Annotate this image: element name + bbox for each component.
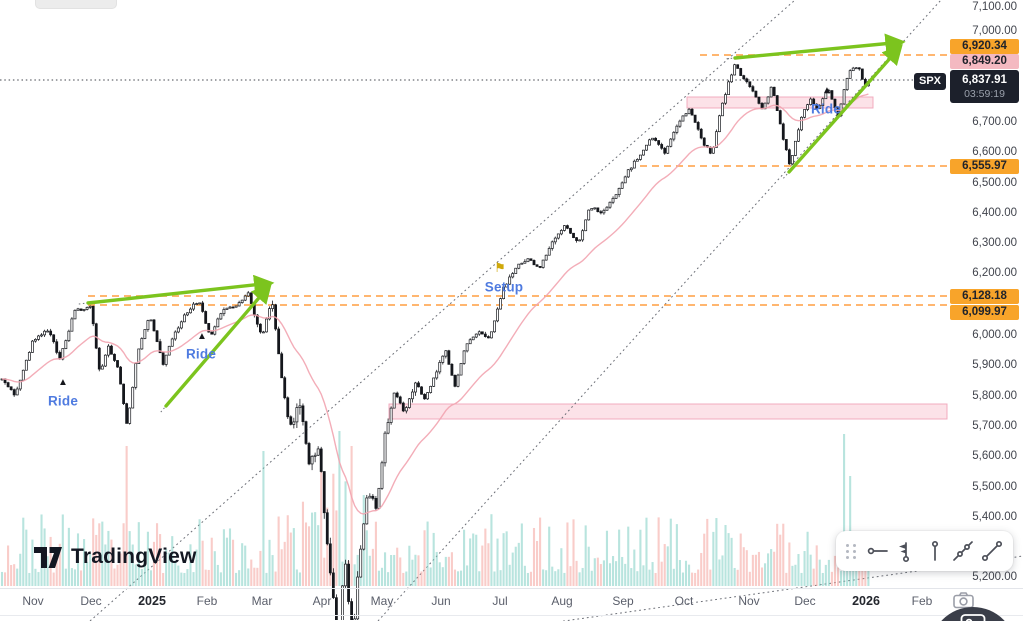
horizontal-ray-icon[interactable]: [865, 536, 891, 566]
triangle-marker-icon[interactable]: ▲: [822, 85, 832, 96]
flag-marker-icon[interactable]: ⚑: [494, 260, 506, 275]
last-price-value: 6,837.91: [962, 74, 1007, 86]
price-tick: 5,600.00: [972, 450, 1017, 462]
price-tick: 6,500.00: [972, 177, 1017, 189]
annotation-ride-2[interactable]: Ride: [185, 346, 217, 362]
annotation-ride-1[interactable]: Ride: [47, 393, 79, 409]
triangle-marker-icon[interactable]: ▲: [58, 377, 68, 388]
alert-level-badge[interactable]: 6,555.97: [950, 159, 1019, 174]
tradingview-logo-icon: [34, 546, 62, 568]
time-tick: Feb: [911, 594, 933, 608]
time-tick: Nov: [22, 594, 44, 608]
price-tick: 6,600.00: [972, 146, 1017, 158]
tradingview-logo-text: TradingView: [71, 545, 197, 568]
symbol-chip: SPX: [914, 73, 946, 90]
time-tick: Nov: [738, 594, 760, 608]
time-tick: Sep: [612, 594, 634, 608]
time-tick: May: [370, 594, 394, 608]
price-tick: 6,000.00: [972, 329, 1017, 341]
time-tick: Oct: [674, 594, 694, 608]
level-badge-pink[interactable]: 6,849.20: [950, 54, 1019, 69]
alert-level-badge[interactable]: 6,128.18: [950, 289, 1019, 304]
vertical-line-icon[interactable]: [922, 536, 948, 566]
toolbar-drag-handle-icon[interactable]: [846, 543, 857, 559]
time-tick-year: 2025: [138, 594, 166, 608]
annotation-setup[interactable]: Setup: [484, 279, 524, 295]
price-tick: 6,200.00: [972, 267, 1017, 279]
price-tick: 5,400.00: [972, 511, 1017, 523]
bar-countdown: 03:59:19: [964, 88, 1005, 100]
price-tick: 5,200.00: [972, 571, 1017, 583]
price-tick: 5,500.00: [972, 481, 1017, 493]
time-tick: Aug: [551, 594, 573, 608]
time-tick: Jun: [431, 594, 451, 608]
alert-level-badge[interactable]: 6,099.97: [950, 305, 1019, 320]
price-tick: 5,800.00: [972, 390, 1017, 402]
price-tick: 5,900.00: [972, 359, 1017, 371]
time-tick: Jul: [492, 594, 508, 608]
annotation-ride-3[interactable]: Ride: [810, 101, 842, 117]
price-tick: 6,700.00: [972, 116, 1017, 128]
price-tick: 7,100.00: [972, 1, 1017, 13]
time-tick: Dec: [80, 594, 102, 608]
price-tick: 6,300.00: [972, 237, 1017, 249]
top-toolbar-stub: [35, 0, 117, 9]
time-axis[interactable]: Nov Dec 2025 Feb Mar Apr May Jun Jul Aug…: [0, 588, 1023, 616]
time-tick: Feb: [196, 594, 218, 608]
time-tick-year: 2026: [852, 594, 880, 608]
tradingview-logo[interactable]: TradingView: [33, 545, 197, 569]
pitchfork-icon[interactable]: [893, 536, 919, 566]
triangle-marker-icon[interactable]: ▲: [197, 331, 207, 342]
price-axis[interactable]: 7,100.00 7,000.00 6,920.34 6,849.20 6,83…: [947, 0, 1023, 588]
price-tick: 7,000.00: [972, 25, 1017, 37]
last-price-badge: 6,837.91 03:59:19: [950, 70, 1019, 103]
drawing-toolbar: [836, 531, 1013, 571]
price-tick: 6,400.00: [972, 207, 1017, 219]
time-tick: Apr: [312, 594, 332, 608]
price-tick: 5,700.00: [972, 420, 1017, 432]
alert-level-badge[interactable]: 6,920.34: [950, 39, 1019, 54]
extended-line-icon[interactable]: [950, 536, 976, 566]
time-tick: Dec: [794, 594, 816, 608]
trend-line-icon[interactable]: [979, 536, 1005, 566]
time-tick: Mar: [251, 594, 273, 608]
